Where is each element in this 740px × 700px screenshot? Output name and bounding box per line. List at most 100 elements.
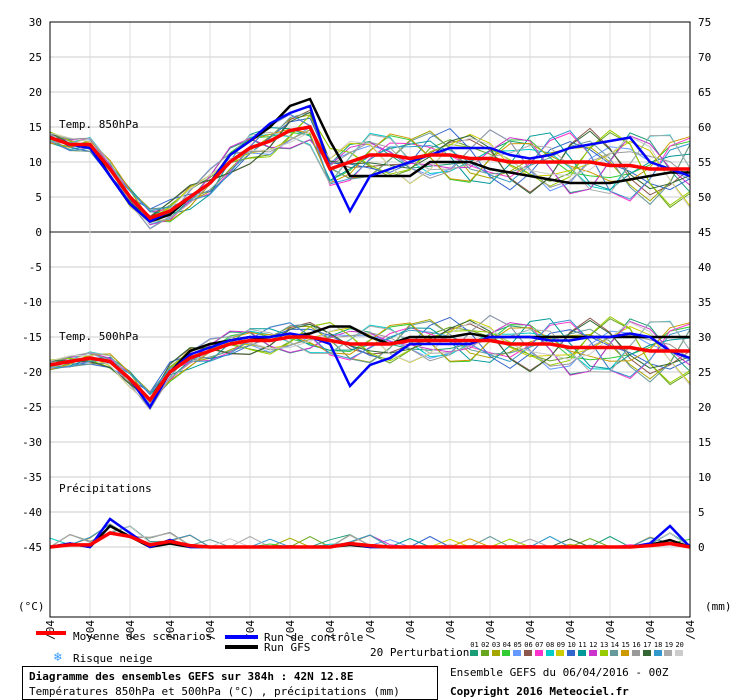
perturbation-t850-line: [49, 135, 691, 226]
right-tick-label: 0: [698, 541, 705, 554]
perturbation-number: 18: [653, 641, 663, 649]
perturbation-swatch: [578, 650, 586, 656]
right-tick-label: 50: [698, 191, 711, 204]
left-tick-label: -35: [22, 471, 42, 484]
perturbation-swatch: [675, 650, 684, 656]
perturbation-number: 07: [535, 641, 544, 649]
right-tick-label: 75: [698, 16, 711, 29]
left-tick-label: 5: [35, 191, 42, 204]
left-tick-label: -45: [22, 541, 42, 554]
perturbation-swatch: [470, 650, 478, 656]
run-info: Ensemble GEFS du 06/04/2016 - 00Z: [450, 666, 669, 679]
legend-gfs-label: Run GFS: [264, 641, 311, 654]
precip-mean-line: [49, 531, 691, 549]
left-axis-unit: (°C): [18, 600, 45, 613]
annotation-t500: Temp. 500hPa: [59, 330, 138, 343]
annotation-precip: Précipitations: [59, 482, 152, 495]
plot-frame: [49, 21, 691, 618]
left-tick-label: 15: [29, 121, 42, 134]
right-tick-label: 10: [698, 471, 711, 484]
perturbation-number: 20: [675, 641, 684, 649]
perturbation-t850-line: [49, 126, 691, 229]
perturbation-swatch: [491, 650, 500, 656]
perturbation-number: 04: [502, 641, 512, 649]
snowflake-icon: ❄: [54, 650, 62, 665]
perturbation-swatch: [664, 650, 673, 656]
perturbation-swatch: [588, 650, 597, 656]
right-tick-label: 30: [698, 331, 711, 344]
perturbation-t850-line: [49, 129, 691, 230]
perturbation-t500-line: [49, 319, 691, 395]
x-tick-label: 08/04: [124, 620, 137, 640]
perturbation-number: 16: [632, 641, 641, 649]
chart-grid: [49, 21, 691, 617]
perturbation-number: 11: [578, 641, 587, 649]
perturbation-t500-line: [49, 314, 691, 411]
x-tick-label: 11/04: [244, 620, 257, 640]
right-tick-label: 25: [698, 366, 711, 379]
perturbation-swatch: [632, 650, 640, 656]
annotation-t850: Temp. 850hPa: [59, 118, 138, 131]
copyright: Copyright 2016 Meteociel.fr: [450, 685, 629, 698]
legend-mean-swatch: [36, 631, 66, 635]
x-tick-label: 12/04: [284, 620, 297, 640]
legend-control-swatch: [225, 635, 258, 639]
left-tick-label: -20: [22, 366, 42, 379]
perturbation-swatch: [567, 650, 576, 656]
perturbation-number: 10: [567, 641, 576, 649]
legend-gfs-swatch: [225, 645, 258, 649]
perturbation-number: 08: [545, 641, 555, 649]
perturbation-number: 09: [556, 641, 566, 649]
legend-snow-label: Risque neige: [73, 652, 153, 665]
right-tick-label: 55: [698, 156, 711, 169]
left-tick-label: -10: [22, 296, 42, 309]
perturbation-swatch: [653, 650, 662, 656]
perturbation-t500-line: [49, 319, 691, 401]
left-tick-label: 25: [29, 51, 42, 64]
perturbation-swatch: [502, 650, 511, 656]
perturbation-swatch: [534, 650, 543, 656]
perturbation-number: 03: [491, 641, 501, 649]
chart-subtitle: Températures 850hPa et 500hPa (°C) , pré…: [29, 685, 400, 698]
perturbation-swatch: [599, 650, 608, 656]
x-tick-label: 13/04: [324, 620, 337, 640]
x-tick-label: 15/04: [404, 620, 417, 640]
x-tick-label: 07/04: [84, 620, 97, 640]
perturbation-number: 15: [621, 641, 630, 649]
perturbation-number: 17: [643, 641, 652, 649]
chart-axes: 302520151050-5-10-15-20-25-30-35-40-4575…: [22, 16, 711, 640]
x-tick-label: 17/04: [484, 620, 497, 640]
perturbation-number: 01: [470, 641, 479, 649]
chart-title: Diagramme des ensembles GEFS sur 384h : …: [29, 670, 354, 683]
x-tick-label: 06/04: [44, 620, 57, 640]
left-tick-label: -40: [22, 506, 42, 519]
perturbation-number: 06: [524, 641, 533, 649]
left-tick-label: -15: [22, 331, 42, 344]
right-tick-label: 20: [698, 401, 711, 414]
right-axis-unit: (mm): [705, 600, 732, 613]
t850-mean-line: [49, 125, 690, 221]
x-tick-label: 10/04: [204, 620, 217, 640]
x-tick-label: 16/04: [444, 620, 457, 640]
perturbation-swatch: [610, 650, 619, 656]
perturbation-swatch: [621, 650, 630, 656]
x-tick-label: 14/04: [364, 620, 377, 640]
x-tick-label: 20/04: [604, 620, 617, 640]
t850-control-line: [49, 104, 691, 224]
legend-mean-label: Moyenne des scénarios: [73, 630, 213, 643]
t500-control-line: [49, 332, 691, 410]
left-tick-label: 30: [29, 16, 42, 29]
left-tick-label: -25: [22, 401, 42, 414]
perturbation-t850-line: [49, 132, 691, 225]
right-tick-label: 5: [698, 506, 705, 519]
perturbation-swatch: [642, 650, 651, 656]
perturbation-number: 13: [599, 641, 609, 649]
legend-control-label: Run de contrôle: [264, 631, 364, 644]
left-tick-label: 10: [29, 156, 42, 169]
right-tick-label: 60: [698, 121, 711, 134]
perturbation-swatch: [513, 650, 522, 656]
perturbation-number: 12: [589, 641, 598, 649]
right-tick-label: 65: [698, 86, 711, 99]
x-tick-label: 19/04: [564, 620, 577, 640]
left-tick-label: -30: [22, 436, 42, 449]
